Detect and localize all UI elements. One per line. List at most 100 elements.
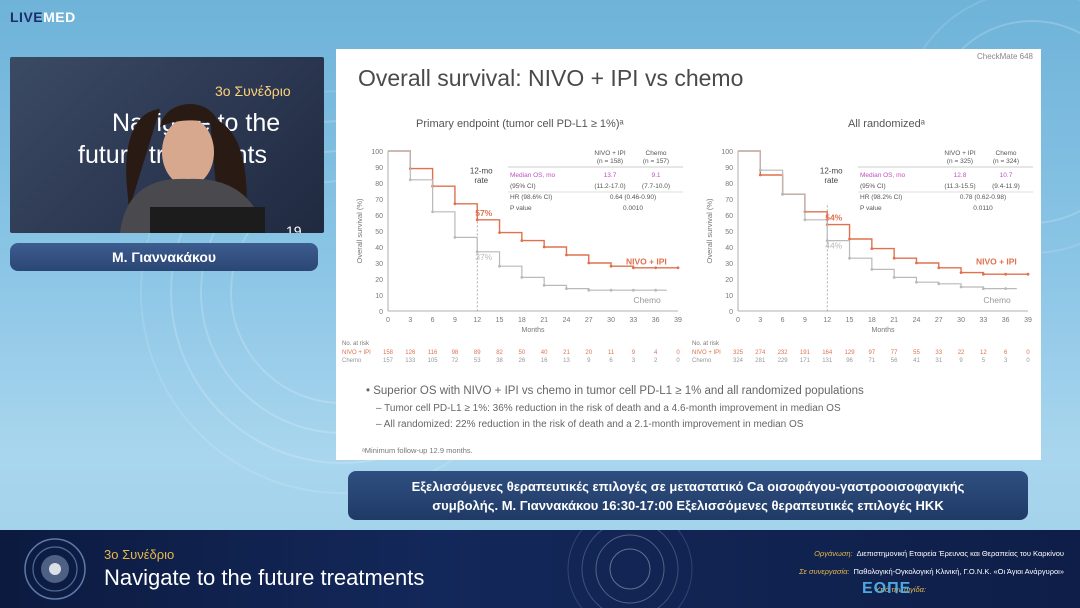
y-tick-label: 70	[375, 197, 383, 204]
speaker-video: 3ο Συνέδριο Navigate to the future treat…	[10, 57, 324, 233]
risk-value-chemo: 53	[474, 358, 481, 364]
x-tick-label: 15	[496, 317, 504, 324]
x-tick-label: 9	[453, 317, 457, 324]
y-tick-label: 70	[725, 197, 733, 204]
risk-value-chemo: 2	[654, 358, 658, 364]
risk-value-chemo: 26	[519, 358, 526, 364]
x-tick-label: 30	[607, 317, 615, 324]
table-cell: 13.7	[604, 172, 617, 179]
data-point-nivo-ipi	[758, 173, 762, 177]
data-point-chemo	[498, 264, 501, 268]
risk-value-nivo-ipi: 82	[496, 350, 503, 356]
table-cell: 0.0110	[973, 205, 993, 212]
rate-label: rate	[474, 176, 488, 185]
risk-value-chemo: 131	[822, 358, 833, 364]
risk-value-nivo-ipi: 9	[632, 350, 636, 356]
banner-auspices-label: Υπό την αιγίδα:	[875, 585, 926, 594]
data-point-nivo-ipi	[654, 266, 658, 270]
bullet-main: • Superior OS with NIVO + IPI vs chemo i…	[366, 385, 864, 397]
table-col-header: (n = 157)	[643, 158, 669, 165]
risk-value-chemo: 229	[778, 358, 789, 364]
risk-value-nivo-ipi: 33	[935, 350, 942, 356]
data-point-nivo-ipi	[848, 237, 851, 241]
bullet-dash: –	[376, 403, 385, 414]
risk-value-chemo: 281	[755, 358, 766, 364]
data-point-chemo	[781, 192, 785, 196]
y-tick-label: 30	[725, 261, 733, 268]
bullet-dash: –	[376, 419, 384, 430]
series-label-chemo: Chemo	[633, 295, 661, 305]
data-point-nivo-ipi	[1026, 272, 1030, 276]
rate-nivo-ipi: 57%	[475, 208, 492, 218]
x-tick-label: 36	[652, 317, 660, 324]
data-point-chemo	[631, 288, 635, 292]
x-tick-label: 24	[563, 317, 571, 324]
rate-label: 12-mo	[470, 166, 493, 175]
x-tick-label: 15	[846, 317, 854, 324]
data-point-nivo-ipi	[870, 247, 874, 250]
y-tick-label: 90	[375, 165, 383, 172]
x-axis-title: Months	[872, 327, 895, 334]
table-col-header: Chemo	[646, 150, 667, 157]
slide-title: Overall survival: NIVO + IPI vs chemo	[358, 65, 744, 91]
table-cell: (9.4-11.9)	[992, 183, 1020, 190]
risk-value-nivo-ipi: 11	[608, 350, 615, 356]
y-tick-label: 80	[375, 181, 383, 188]
globe-icon	[24, 538, 86, 600]
x-tick-label: 0	[736, 317, 740, 324]
risk-value-chemo: 13	[563, 358, 570, 364]
y-tick-label: 50	[725, 229, 733, 236]
y-tick-label: 80	[725, 181, 733, 188]
risk-value-nivo-ipi: 4	[654, 350, 658, 356]
table-col-header: (n = 325)	[947, 158, 973, 165]
table-col-header: NIVO + IPI	[594, 150, 625, 157]
x-tick-label: 3	[758, 317, 762, 324]
y-tick-label: 20	[725, 277, 733, 284]
risk-row-label-nivo: NIVO + IPI	[342, 350, 371, 356]
x-tick-label: 18	[868, 317, 876, 324]
x-tick-label: 6	[431, 317, 435, 324]
data-point-nivo-ipi	[475, 218, 479, 222]
table-row-label: P value	[510, 205, 532, 212]
x-tick-label: 21	[540, 317, 548, 324]
table-col-header: (n = 158)	[597, 158, 623, 165]
data-point-chemo	[915, 280, 918, 284]
risk-value-chemo: 3	[632, 358, 636, 364]
risk-value-nivo-ipi: 116	[428, 350, 438, 356]
data-point-nivo-ipi	[892, 256, 896, 260]
data-point-nivo-ipi	[520, 239, 524, 242]
table-col-header: Chemo	[996, 150, 1017, 157]
bullet-sub-1: – Tumor cell PD-L1 ≥ 1%: 36% reduction i…	[376, 403, 841, 414]
bullet-dot: •	[366, 385, 374, 397]
x-tick-label: 33	[629, 317, 637, 324]
x-tick-label: 27	[935, 317, 943, 324]
x-tick-label: 33	[979, 317, 987, 324]
risk-value-chemo: 9	[959, 358, 963, 364]
data-point-nivo-ipi	[915, 261, 918, 265]
y-tick-label: 60	[725, 213, 733, 220]
risk-value-nivo-ipi: 0	[676, 350, 680, 356]
risk-value-nivo-ipi: 55	[913, 350, 920, 356]
banner-congress: 3ο Συνέδριο	[104, 547, 175, 562]
y-tick-label: 90	[725, 165, 733, 172]
rate-chemo: 44%	[825, 241, 842, 251]
table-row-label: HR (98.2% CI)	[860, 194, 902, 201]
risk-value-nivo-ipi: 6	[1004, 350, 1008, 356]
table-col-header: (n = 324)	[993, 158, 1019, 165]
data-point-chemo	[609, 288, 613, 292]
risk-value-nivo-ipi: 191	[800, 350, 811, 356]
data-point-chemo	[981, 287, 985, 290]
slide-citation: CheckMate 648	[976, 52, 1033, 61]
data-point-chemo	[803, 218, 807, 222]
bullet-sub-2: – All randomized: 22% reduction in the r…	[376, 419, 804, 430]
table-row-label: Median OS, mo	[510, 172, 556, 179]
table-cell: 0.0010	[623, 205, 643, 212]
x-tick-label: 36	[1002, 317, 1010, 324]
data-point-chemo	[892, 276, 896, 279]
y-tick-label: 20	[375, 277, 383, 284]
x-tick-label: 0	[386, 317, 390, 324]
risk-value-nivo-ipi: 164	[822, 350, 833, 356]
camera-bg-congress: 3ο Συνέδριο	[215, 83, 291, 99]
data-point-nivo-ipi	[453, 202, 457, 206]
x-tick-label: 24	[913, 317, 921, 324]
